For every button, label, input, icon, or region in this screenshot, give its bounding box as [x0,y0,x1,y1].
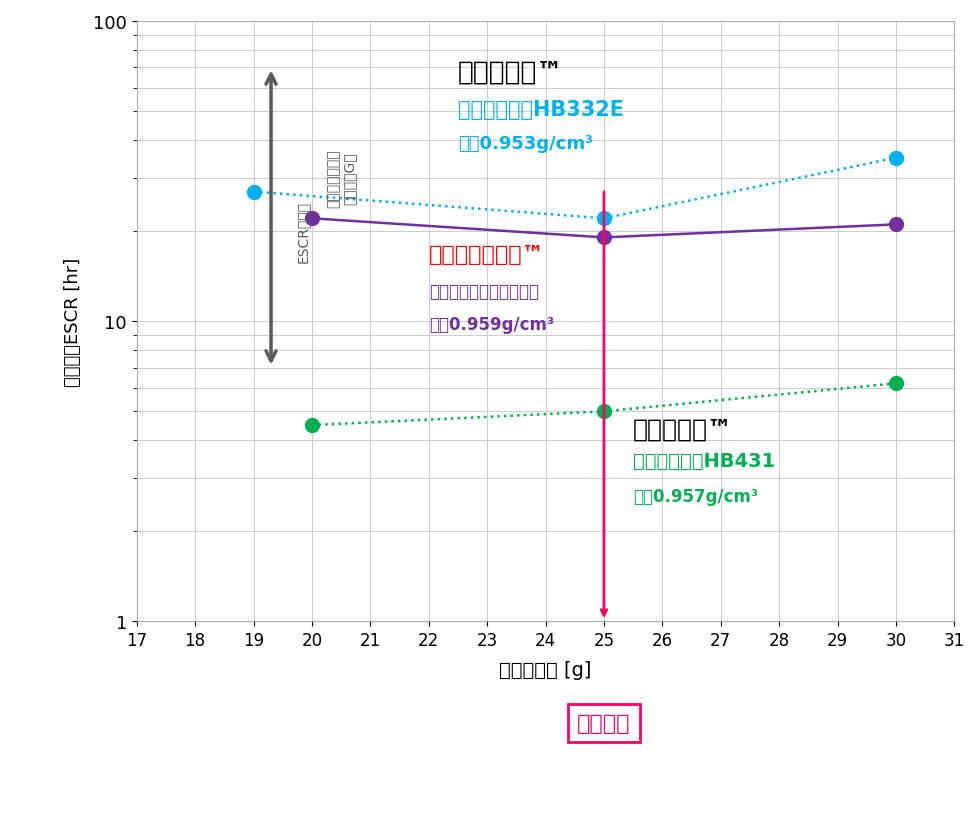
Text: 現行グレードHB332E: 現行グレードHB332E [458,100,624,120]
Text: 洗剤ボトル向け
使用実績Gの: 洗剤ボトル向け 使用実績Gの [326,149,356,208]
Text: ノバテック™: ノバテック™ [633,417,733,441]
Text: ESCRレベル: ESCRレベル [296,201,310,262]
Y-axis label: ボトル法ESCR [hr]: ボトル法ESCR [hr] [64,257,82,387]
X-axis label: ボトル重量 [g]: ボトル重量 [g] [500,660,592,679]
Text: 密度0.957g/cm³: 密度0.957g/cm³ [633,487,759,505]
Text: 現行グレードHB431: 現行グレードHB431 [633,451,775,470]
Text: 密度0.959g/cm³: 密度0.959g/cm³ [428,315,554,333]
Text: 基準重量: 基準重量 [577,713,631,733]
Text: ノバテック™: ノバテック™ [458,60,564,85]
Text: 密度0.953g/cm³: 密度0.953g/cm³ [458,135,593,153]
Text: 開発品（高剛性タイプ）: 開発品（高剛性タイプ） [428,283,539,301]
Text: ハイフォテック™: ハイフォテック™ [428,245,545,265]
